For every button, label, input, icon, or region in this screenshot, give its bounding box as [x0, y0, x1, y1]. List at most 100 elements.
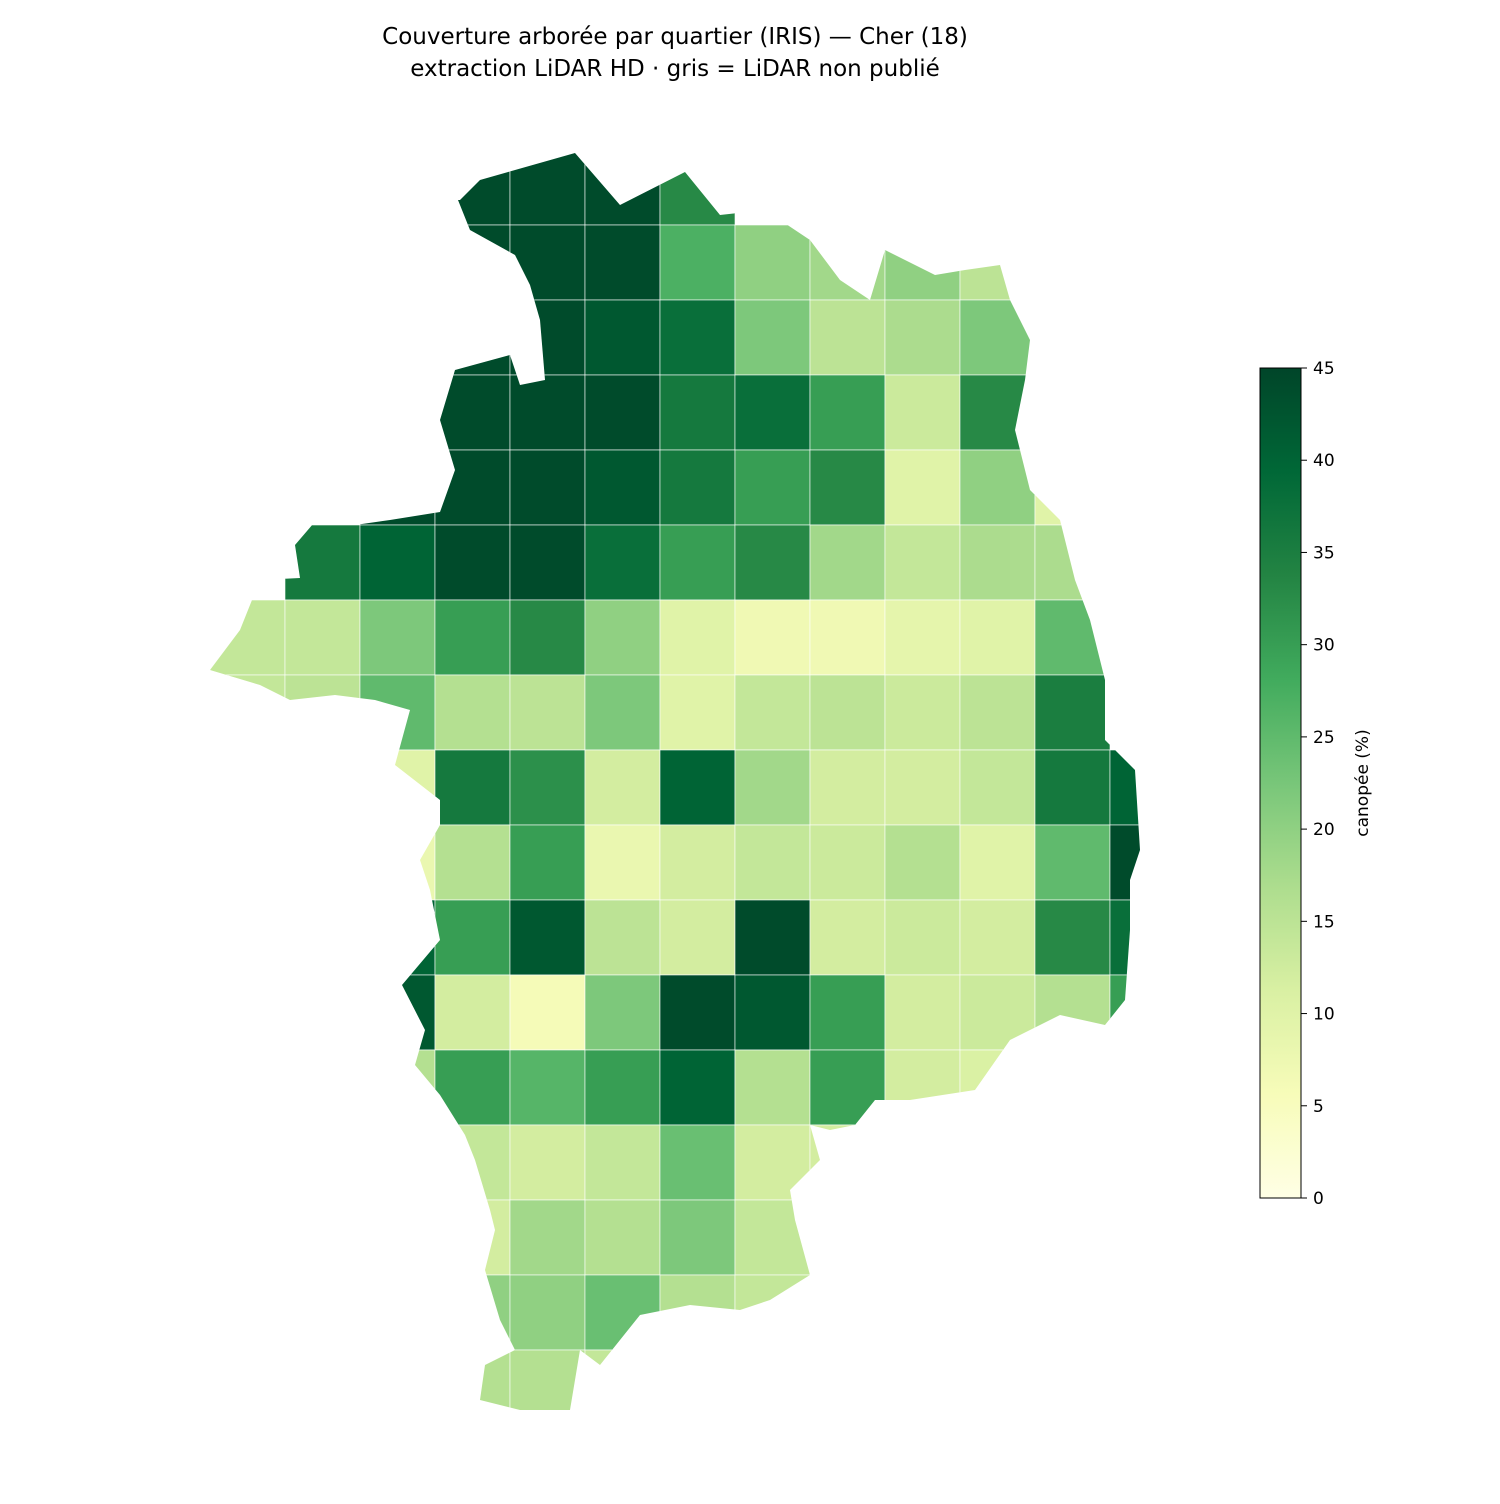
region	[734, 749, 811, 826]
region	[884, 749, 961, 826]
region	[809, 1049, 886, 1126]
region	[959, 524, 1036, 601]
region	[734, 374, 811, 451]
region	[359, 674, 436, 751]
region	[584, 674, 661, 751]
region	[434, 749, 511, 826]
region	[1034, 449, 1111, 526]
region	[959, 374, 1036, 451]
region	[659, 1049, 736, 1126]
region	[734, 899, 811, 976]
region	[809, 674, 886, 751]
region	[959, 299, 1036, 376]
region	[1034, 749, 1111, 826]
region	[509, 1124, 586, 1201]
region	[959, 749, 1036, 826]
region	[659, 449, 736, 526]
region	[210, 599, 286, 676]
region	[509, 524, 586, 601]
region	[1109, 974, 1140, 1051]
region	[734, 1049, 811, 1126]
region	[434, 449, 511, 526]
region	[734, 599, 811, 676]
region	[809, 224, 886, 301]
region	[1034, 524, 1111, 601]
region	[434, 824, 511, 901]
region	[1109, 824, 1140, 901]
region	[884, 224, 961, 301]
region	[359, 899, 436, 976]
region	[884, 374, 961, 451]
region	[509, 374, 586, 451]
region	[509, 674, 586, 751]
region	[659, 674, 736, 751]
region	[584, 374, 661, 451]
region	[509, 899, 586, 976]
region	[584, 449, 661, 526]
region	[359, 599, 436, 676]
region	[734, 449, 811, 526]
region	[734, 974, 811, 1051]
region	[1034, 899, 1111, 976]
colorbar-tick-label: 45	[1313, 359, 1335, 379]
region	[809, 599, 886, 676]
colorbar-label: canopée (%)	[1353, 729, 1373, 836]
region	[359, 1049, 436, 1126]
region	[659, 224, 736, 301]
colorbar-tick-label: 20	[1313, 820, 1335, 840]
region	[434, 1124, 511, 1201]
region	[584, 524, 661, 601]
region	[734, 1199, 811, 1276]
region	[434, 1049, 511, 1126]
region	[584, 1124, 661, 1201]
region	[359, 524, 436, 601]
region	[434, 1199, 511, 1276]
region	[959, 674, 1036, 751]
region	[1034, 599, 1111, 676]
region	[659, 153, 736, 226]
region	[659, 374, 736, 451]
region	[959, 824, 1036, 901]
region	[509, 153, 586, 226]
region	[884, 449, 961, 526]
region	[734, 824, 811, 901]
region	[1109, 899, 1140, 976]
region	[509, 749, 586, 826]
region	[509, 824, 586, 901]
colorbar-tick-label: 0	[1313, 1189, 1324, 1209]
region	[884, 599, 961, 676]
region	[359, 824, 436, 901]
region	[659, 1274, 736, 1351]
region	[509, 1274, 586, 1351]
region	[734, 674, 811, 751]
colorbar-tick-label: 15	[1313, 912, 1335, 932]
region	[509, 599, 586, 676]
region	[509, 1349, 586, 1410]
region	[659, 824, 736, 901]
region	[284, 674, 361, 751]
region	[359, 449, 436, 526]
region	[584, 224, 661, 301]
region	[1034, 674, 1111, 751]
region	[809, 749, 886, 826]
region	[884, 1049, 961, 1126]
region	[659, 599, 736, 676]
region	[809, 374, 886, 451]
region	[584, 1199, 661, 1276]
region	[284, 524, 361, 601]
region	[434, 299, 511, 376]
region	[509, 1049, 586, 1126]
region	[509, 449, 586, 526]
region	[584, 1049, 661, 1126]
region	[434, 374, 511, 451]
colorbar-tick-label: 25	[1313, 728, 1335, 748]
region	[659, 524, 736, 601]
region	[734, 224, 811, 301]
region	[884, 524, 961, 601]
region	[959, 974, 1036, 1051]
region	[1109, 749, 1140, 826]
region	[509, 224, 586, 301]
region	[434, 224, 511, 301]
region	[584, 899, 661, 976]
colorbar-tick-label: 5	[1313, 1097, 1324, 1117]
